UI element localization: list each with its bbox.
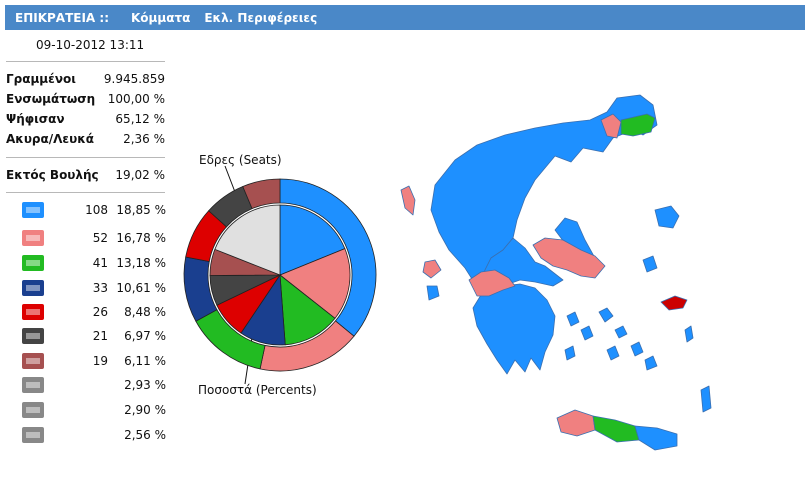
map-region[interactable]: [400, 185, 416, 216]
party-percent: 8,48 %: [124, 305, 166, 319]
percent-slice[interactable]: [279, 274, 336, 346]
party-row[interactable]: 19 6,11 %: [6, 351, 166, 373]
laos-logo-icon[interactable]: [18, 400, 48, 420]
inner-pie-percents: [209, 204, 351, 346]
party-row[interactable]: 41 13,18 %: [6, 253, 166, 275]
nav-parties-link[interactable]: Κόμματα: [131, 10, 191, 25]
party-row[interactable]: 2,90 %: [6, 400, 166, 422]
percent-slice[interactable]: [214, 204, 281, 276]
party-percent: 2,93 %: [124, 378, 166, 392]
party-percent: 13,18 %: [116, 256, 166, 270]
map-region[interactable]: [556, 409, 596, 437]
party-row[interactable]: 108 18,85 %: [6, 200, 166, 222]
party-seats: 21: [92, 329, 108, 343]
party-percent: 2,90 %: [124, 403, 166, 417]
map-region[interactable]: [660, 295, 688, 311]
map-region[interactable]: [422, 259, 442, 279]
party-percent: 10,61 %: [116, 281, 166, 295]
party-row[interactable]: 2,56 %: [6, 425, 166, 447]
seats-percent-pie-chart: [183, 178, 377, 372]
top-nav-bar: ΕΠΙΚΡΑΤΕΙΑ :: Κόμματα Εκλ. Περιφέρειες: [5, 5, 805, 30]
map-region[interactable]: [642, 255, 658, 273]
party-seats: 108: [85, 203, 108, 217]
party-percent: 18,85 %: [116, 203, 166, 217]
seats-slice[interactable]: [242, 178, 281, 210]
stat-label: Γραμμένοι: [6, 72, 76, 86]
greens-logo-icon[interactable]: [18, 375, 48, 395]
percent-slice[interactable]: [279, 248, 351, 319]
party-row[interactable]: 2,93 %: [6, 375, 166, 397]
dimar-logo-icon[interactable]: [18, 351, 48, 371]
party-seats: 52: [92, 231, 108, 245]
stat-invalid: Ακυρα/Λευκά 2,36 %: [6, 132, 165, 146]
stat-label: Ενσωμάτωση: [6, 92, 96, 106]
party-row[interactable]: 52 16,78 %: [6, 228, 166, 250]
stat-value: 65,12 %: [115, 112, 165, 126]
party-seats: 26: [92, 305, 108, 319]
stat-value: 9.945.859: [103, 72, 165, 86]
party-percent: 16,78 %: [116, 231, 166, 245]
stat-label: Ψήφισαν: [6, 112, 65, 126]
map-region[interactable]: [654, 205, 680, 229]
legend-seats-label: Εδρες (Seats): [199, 153, 282, 167]
party-seats: 33: [92, 281, 108, 295]
party-seats: 19: [92, 354, 108, 368]
nd-logo-icon[interactable]: [18, 200, 48, 220]
stat-registered: Γραμμένοι 9.945.859: [6, 72, 165, 86]
map-region[interactable]: [564, 307, 712, 413]
party-row[interactable]: 26 8,48 %: [6, 302, 166, 324]
stat-label: Εκτός Βουλής: [6, 168, 99, 182]
outer-ring-seats: [183, 178, 377, 372]
timestamp: 09-10-2012 13:11: [36, 38, 145, 52]
map-region[interactable]: [532, 237, 606, 279]
dx-logo-icon[interactable]: [18, 425, 48, 445]
xa-logo-icon[interactable]: [18, 326, 48, 346]
party-percent: 6,11 %: [124, 354, 166, 368]
stat-value: 2,36 %: [123, 132, 165, 146]
stat-value: 100,00 %: [107, 92, 165, 106]
pasok-logo-icon[interactable]: [18, 253, 48, 273]
divider: [6, 157, 165, 158]
party-row[interactable]: 33 10,61 %: [6, 278, 166, 300]
stat-label: Ακυρα/Λευκά: [6, 132, 94, 146]
stat-outside-parliament: Εκτός Βουλής 19,02 %: [6, 168, 165, 182]
map-region[interactable]: [634, 425, 678, 451]
stat-turnout: Ψήφισαν 65,12 %: [6, 112, 165, 126]
party-percent: 2,56 %: [124, 428, 166, 442]
party-seats: 41: [92, 256, 108, 270]
map-region[interactable]: [426, 285, 440, 301]
stat-incorporation: Ενσωμάτωση 100,00 %: [6, 92, 165, 106]
divider: [6, 61, 165, 62]
percent-slice[interactable]: [279, 204, 346, 276]
kke-logo-icon[interactable]: [18, 302, 48, 322]
syriza-logo-icon[interactable]: [18, 228, 48, 248]
map-region[interactable]: [620, 113, 656, 137]
page-title[interactable]: ΕΠΙΚΡΑΤΕΙΑ ::: [15, 10, 109, 25]
party-percent: 6,97 %: [124, 329, 166, 343]
anel-logo-icon[interactable]: [18, 278, 48, 298]
greece-results-map[interactable]: [385, 90, 715, 465]
legend-percents-label: Ποσοστά (Percents): [198, 383, 317, 397]
map-region[interactable]: [472, 283, 556, 375]
nav-regions-link[interactable]: Εκλ. Περιφέρειες: [204, 10, 318, 25]
divider: [6, 192, 165, 193]
map-region[interactable]: [592, 415, 640, 443]
map-region[interactable]: [468, 269, 516, 297]
map-region[interactable]: [600, 113, 622, 139]
stat-value: 19,02 %: [115, 168, 165, 182]
party-row[interactable]: 21 6,97 %: [6, 326, 166, 348]
